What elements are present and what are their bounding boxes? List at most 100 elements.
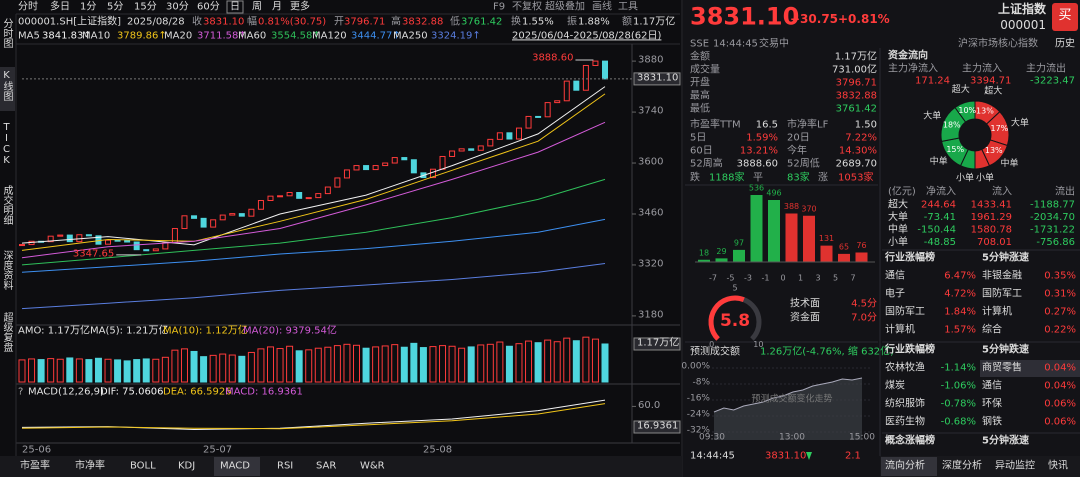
industry-pct: 0.35% bbox=[1044, 270, 1076, 281]
slice-category: 中单 bbox=[1000, 157, 1018, 169]
period-tab[interactable]: 15分 bbox=[134, 0, 157, 12]
industry-name[interactable]: 计算机 bbox=[982, 304, 1012, 317]
history-button[interactable]: 历史 bbox=[1055, 37, 1075, 49]
slice-label: 15% bbox=[946, 145, 964, 154]
period-tab[interactable]: 日 bbox=[230, 1, 240, 12]
industry-name[interactable]: 国防军工 bbox=[885, 304, 925, 317]
side-tab[interactable]: K线图 bbox=[1, 70, 13, 102]
indicator-tab[interactable]: SAR bbox=[316, 460, 336, 471]
ma-name: MA20 bbox=[164, 30, 192, 41]
price-tag: 3831.10 bbox=[637, 72, 678, 83]
stat-value: 7.22% bbox=[845, 132, 877, 143]
indicator-tab[interactable]: W&R bbox=[360, 460, 385, 471]
period-tab[interactable]: 30分 bbox=[166, 0, 189, 12]
tool-button[interactable]: 不复权 bbox=[512, 0, 542, 12]
side-tab[interactable]: 超级复盘 bbox=[1, 311, 13, 352]
industry-name[interactable]: 非银金融 bbox=[982, 268, 1022, 281]
candle bbox=[267, 195, 274, 202]
industry-name[interactable]: 农林牧渔 bbox=[885, 360, 925, 373]
panel-tab[interactable]: 流向分析 bbox=[885, 458, 925, 471]
tool-button[interactable]: 超级叠加 bbox=[545, 0, 585, 12]
slice-label: 18% bbox=[943, 120, 961, 129]
candle bbox=[515, 127, 522, 140]
industry-name[interactable]: 煤炭 bbox=[885, 378, 905, 391]
stat-value: 3761.42 bbox=[836, 103, 877, 114]
side-tab[interactable]: 分时图 bbox=[1, 18, 13, 49]
price: 3831.10 bbox=[690, 3, 799, 31]
candle bbox=[487, 138, 494, 147]
y-tick-label: -24% bbox=[687, 410, 711, 420]
candle bbox=[296, 192, 303, 199]
industry-name[interactable]: 钢铁 bbox=[982, 414, 1002, 427]
table-row-label: 小单 bbox=[888, 236, 908, 248]
industry-name[interactable]: 通信 bbox=[982, 379, 1002, 391]
volume-bar bbox=[286, 345, 294, 383]
industry-pct: 1.84% bbox=[944, 306, 976, 317]
period-tab[interactable]: 60分 bbox=[197, 0, 220, 12]
industry-pct: 0.04% bbox=[1044, 362, 1076, 373]
date: 2025/08/28 bbox=[127, 16, 185, 27]
period-tab[interactable]: 多日 bbox=[50, 0, 70, 12]
tool-button[interactable]: 工具 bbox=[618, 0, 638, 12]
forecast-value: 1.26万亿(-4.76%, 缩 632亿) bbox=[760, 344, 894, 357]
period-tab[interactable]: 分时 bbox=[18, 0, 38, 12]
dist-bar bbox=[855, 252, 868, 262]
industry-name[interactable]: 通信 bbox=[885, 269, 905, 281]
side-tab[interactable]: 深度资料 bbox=[1, 250, 13, 291]
field-value: 1.88% bbox=[578, 16, 610, 27]
slice-label: 13% bbox=[985, 146, 1003, 155]
industry-pct: 0.06% bbox=[1044, 398, 1076, 409]
side-tab[interactable]: TICK bbox=[1, 122, 12, 166]
candle bbox=[506, 132, 513, 140]
period-tab[interactable]: 更多 bbox=[290, 0, 310, 12]
tool-button[interactable]: 画线 bbox=[592, 0, 612, 12]
macd-legend: MACD: 16.9361 bbox=[225, 386, 303, 397]
table-cell: 244.64 bbox=[921, 199, 956, 210]
volume-bar bbox=[133, 359, 141, 383]
macd-legend: DEA: 66.5926 bbox=[163, 386, 232, 397]
candle bbox=[401, 157, 408, 161]
panel-tab[interactable]: 深度分析 bbox=[942, 458, 982, 471]
industry-name[interactable]: 电子 bbox=[885, 286, 905, 299]
period-tab[interactable]: 5分 bbox=[107, 0, 123, 12]
indicator-tab[interactable]: BOLL bbox=[130, 460, 156, 471]
industry-name[interactable]: 综合 bbox=[982, 322, 1002, 335]
table-header: 净流入 bbox=[926, 184, 956, 197]
industry-name[interactable]: 纺织服饰 bbox=[885, 396, 925, 409]
donut-slice bbox=[954, 100, 976, 123]
score-label: 资金面 bbox=[790, 310, 820, 323]
stat-label: 20日 bbox=[787, 132, 810, 143]
indicator-tab[interactable]: RSI bbox=[277, 460, 293, 471]
watermark: 预测成交额变化走势 bbox=[751, 393, 832, 405]
indicator-tab[interactable]: KDJ bbox=[178, 460, 195, 471]
industry-name[interactable]: 环保 bbox=[982, 396, 1002, 409]
indicator-tab[interactable]: 市盈率 bbox=[20, 458, 50, 471]
candle bbox=[372, 165, 379, 171]
volume-bar bbox=[114, 359, 122, 383]
dist-value: 496 bbox=[766, 189, 781, 198]
indicator-tab[interactable]: 市净率 bbox=[75, 458, 105, 471]
flow-label: 主力流入 bbox=[962, 61, 1002, 74]
industry-name[interactable]: 商贸零售 bbox=[982, 360, 1022, 373]
dist-value: 536 bbox=[749, 184, 764, 193]
field-label: 收 bbox=[192, 14, 202, 27]
period-tab[interactable]: 周 bbox=[252, 0, 262, 12]
breadth: 跌 bbox=[690, 170, 700, 183]
gauge-value-label: 5.8 bbox=[720, 311, 750, 331]
buy-button[interactable]: 买 bbox=[1058, 8, 1071, 23]
panel-tab[interactable]: 异动监控 bbox=[995, 458, 1035, 471]
table-row-label: 超大 bbox=[888, 197, 908, 210]
candle bbox=[334, 177, 341, 188]
panel-tab[interactable]: 快讯 bbox=[1048, 459, 1068, 471]
score-label: 技术面 bbox=[790, 296, 820, 309]
industry-name[interactable]: 医药生物 bbox=[885, 414, 925, 427]
period-tab[interactable]: 月 bbox=[272, 0, 282, 12]
volume-bar bbox=[525, 340, 533, 383]
volume-bar bbox=[381, 345, 389, 383]
period-tab[interactable]: 1分 bbox=[80, 0, 96, 12]
tool-button[interactable]: F9 bbox=[493, 1, 505, 12]
side-tab[interactable]: 成交明细 bbox=[1, 185, 13, 225]
indicator-tab[interactable]: MACD bbox=[220, 460, 250, 471]
industry-name[interactable]: 国防军工 bbox=[982, 286, 1022, 299]
industry-name[interactable]: 计算机 bbox=[885, 322, 915, 335]
